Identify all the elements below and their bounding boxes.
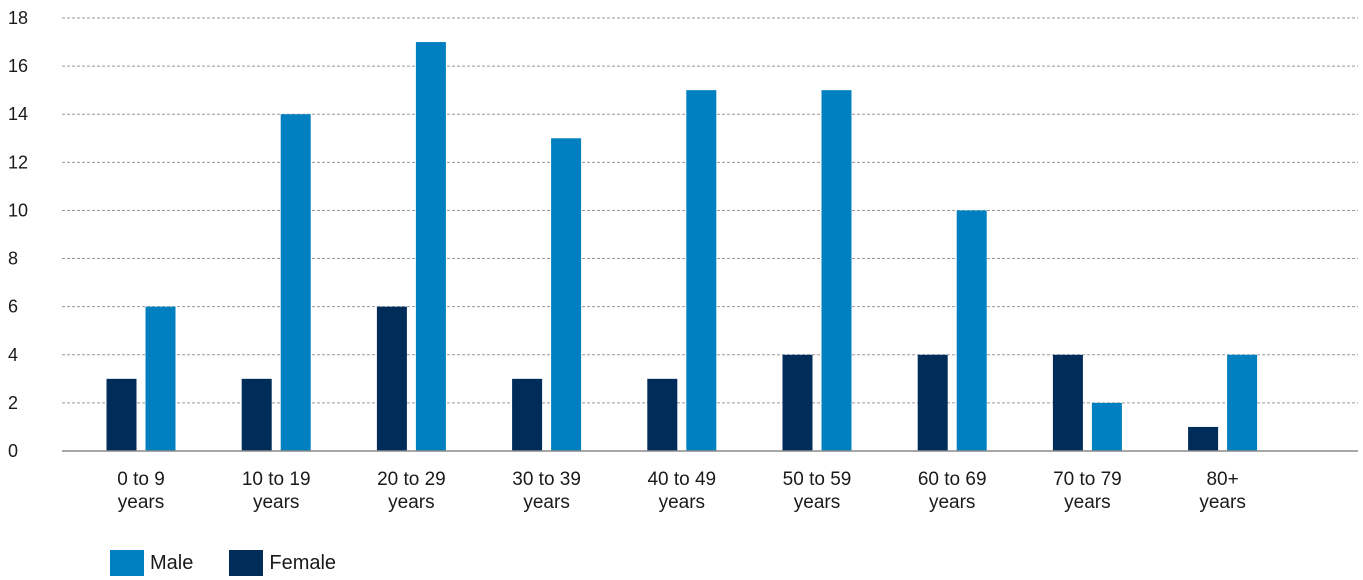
bar-male (821, 90, 852, 452)
bar-female (106, 378, 137, 451)
bar-male (686, 90, 717, 452)
x-tick-label: 0 to 9 (117, 469, 165, 490)
bar-male (956, 210, 987, 451)
bar-female (647, 378, 678, 451)
y-axis-ticks: 0 2 4 6 8 10 12 14 16 18 (8, 8, 28, 461)
bar-female (1052, 354, 1083, 451)
y-tick-label: 2 (8, 393, 18, 413)
bar-male (1227, 354, 1258, 451)
y-tick-label: 14 (8, 104, 28, 124)
x-tick-label: 70 to 79 (1053, 469, 1122, 490)
legend-label-female: Female (269, 551, 337, 574)
x-tick-label: years (523, 492, 569, 513)
x-tick-label: 10 to 19 (242, 469, 311, 490)
bar-female (1188, 426, 1219, 451)
bar-male (145, 306, 176, 451)
bar-female (376, 306, 407, 451)
x-tick-label: 40 to 49 (647, 469, 716, 490)
y-tick-label: 8 (8, 249, 18, 269)
bar-female (512, 378, 543, 451)
bar-female (782, 354, 813, 451)
legend-swatch-female (229, 550, 264, 576)
x-tick-label: 60 to 69 (918, 469, 987, 490)
x-tick-label: years (659, 492, 705, 513)
legend: Male Female (110, 550, 372, 576)
x-tick-label: 80+ (1206, 469, 1238, 490)
x-tick-label: years (1064, 492, 1110, 513)
x-tick-label: years (1199, 492, 1245, 513)
bar-male (280, 114, 311, 451)
y-tick-label: 10 (8, 200, 28, 220)
x-tick-label: 30 to 39 (512, 469, 581, 490)
legend-item-male: Male (110, 550, 193, 576)
x-tick-label: years (388, 492, 434, 513)
legend-item-female: Female (229, 550, 336, 576)
bar-female (917, 354, 948, 451)
y-tick-label: 4 (8, 345, 18, 365)
x-tick-label: years (253, 492, 299, 513)
x-tick-label: 20 to 29 (377, 469, 446, 490)
x-tick-label: years (794, 492, 840, 513)
legend-swatch-male (110, 550, 144, 576)
bar-female (241, 378, 272, 451)
x-tick-label: years (118, 492, 164, 513)
bar-male (1091, 402, 1122, 451)
y-tick-label: 0 (8, 441, 18, 461)
bar-male (551, 138, 582, 451)
y-tick-label: 12 (8, 152, 28, 172)
legend-label-male: Male (150, 551, 194, 574)
x-tick-label: 50 to 59 (783, 469, 852, 490)
bar-male (415, 42, 446, 452)
y-tick-label: 18 (8, 8, 28, 28)
x-tick-label: years (929, 492, 975, 513)
y-tick-label: 6 (8, 297, 18, 317)
bars (106, 42, 1258, 452)
y-tick-label: 16 (8, 56, 28, 76)
